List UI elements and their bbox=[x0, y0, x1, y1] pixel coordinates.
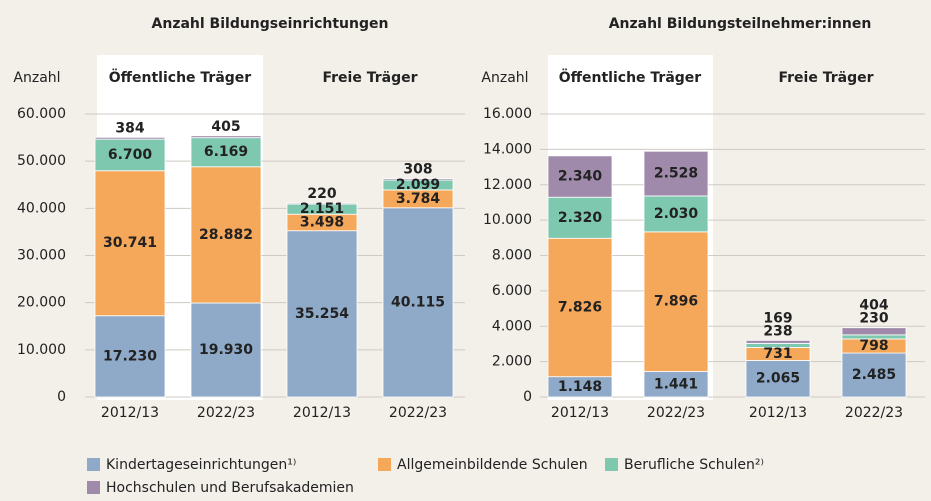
bar-segment bbox=[643, 371, 709, 398]
group-label: Öffentliche Träger bbox=[559, 68, 702, 86]
bar-segment bbox=[643, 150, 709, 197]
y-tick-label: 0 bbox=[57, 389, 66, 405]
value-label: 6.700 bbox=[108, 147, 153, 163]
x-tick-label: 2012/13 bbox=[551, 405, 609, 421]
value-label: 731 bbox=[763, 346, 792, 362]
x-tick-label: 2022/23 bbox=[389, 405, 447, 421]
bar-segment bbox=[190, 166, 262, 304]
group-label: Freie Träger bbox=[322, 70, 417, 86]
value-label: 30.741 bbox=[103, 235, 157, 251]
value-label: 3.784 bbox=[396, 191, 441, 207]
value-label: 2.320 bbox=[558, 210, 603, 226]
y-tick-label: 20.000 bbox=[17, 295, 66, 311]
legend-swatch bbox=[605, 458, 618, 471]
x-tick-label: 2022/23 bbox=[197, 405, 255, 421]
y-tick-label: 0 bbox=[523, 389, 532, 405]
legend-swatch bbox=[87, 481, 100, 494]
y-tick-label: 4.000 bbox=[492, 318, 532, 334]
bar-segment bbox=[547, 155, 613, 198]
value-label: 2.065 bbox=[756, 371, 800, 387]
bar-segment bbox=[382, 178, 454, 181]
group-label: Freie Träger bbox=[778, 70, 873, 86]
legend-swatch bbox=[378, 458, 391, 471]
value-label: 28.882 bbox=[199, 227, 253, 243]
bar-segment bbox=[547, 237, 613, 378]
value-label: 169 bbox=[763, 310, 792, 326]
y-tick-label: 2.000 bbox=[492, 354, 532, 370]
value-label: 230 bbox=[859, 311, 888, 327]
bar-segment bbox=[643, 195, 709, 233]
value-label: 404 bbox=[859, 298, 888, 314]
value-label: 17.230 bbox=[103, 348, 157, 364]
legend-swatch bbox=[87, 458, 100, 471]
value-label: 2.151 bbox=[300, 201, 344, 217]
y-tick-label: 14.000 bbox=[483, 141, 532, 157]
bar-segment bbox=[94, 136, 166, 140]
y-axis-label: Anzahl bbox=[481, 70, 528, 86]
value-label: 2.485 bbox=[852, 367, 896, 383]
group-label: Öffentliche Träger bbox=[109, 68, 252, 86]
bar-segment bbox=[745, 339, 811, 344]
value-label: 2.030 bbox=[654, 206, 699, 222]
bar-segment bbox=[643, 231, 709, 372]
value-label: 2.340 bbox=[558, 169, 603, 185]
y-axis-label: Anzahl bbox=[13, 70, 60, 86]
value-label: 405 bbox=[211, 119, 240, 135]
bar-segment bbox=[547, 196, 613, 239]
bar-segment bbox=[94, 138, 166, 172]
y-tick-label: 60.000 bbox=[17, 106, 66, 122]
bar-segment bbox=[841, 352, 907, 398]
value-label: 40.115 bbox=[391, 294, 445, 310]
value-label: 7.896 bbox=[654, 294, 698, 310]
y-tick-label: 40.000 bbox=[17, 200, 66, 216]
y-tick-label: 16.000 bbox=[483, 106, 532, 122]
value-label: 1.148 bbox=[558, 379, 602, 395]
y-tick-label: 10.000 bbox=[17, 342, 66, 358]
value-label: 19.930 bbox=[199, 342, 253, 358]
bar-segment bbox=[745, 360, 811, 398]
y-tick-label: 12.000 bbox=[483, 177, 532, 193]
x-tick-label: 2012/13 bbox=[101, 405, 159, 421]
bar-segment bbox=[94, 315, 166, 398]
x-tick-label: 2012/13 bbox=[293, 405, 351, 421]
value-label: 308 bbox=[403, 162, 432, 178]
y-tick-label: 6.000 bbox=[492, 283, 532, 299]
y-tick-label: 8.000 bbox=[492, 248, 532, 264]
y-tick-label: 10.000 bbox=[483, 212, 532, 228]
chart-title: Anzahl Bildungsteilnehmer:innen bbox=[609, 16, 872, 32]
value-label: 1.441 bbox=[654, 376, 698, 392]
legend-label: Allgemeinbildende Schulen bbox=[397, 457, 588, 473]
y-tick-label: 50.000 bbox=[17, 153, 66, 169]
bar-segment bbox=[190, 137, 262, 168]
bar-segment bbox=[286, 202, 358, 205]
value-label: 238 bbox=[763, 323, 792, 339]
legend-label: Berufliche Schulen²⁾ bbox=[624, 457, 764, 473]
x-tick-label: 2012/13 bbox=[749, 405, 807, 421]
legend-label: Kindertageseinrichtungen¹⁾ bbox=[106, 457, 296, 473]
value-label: 6.169 bbox=[204, 144, 248, 160]
x-tick-label: 2022/23 bbox=[845, 405, 903, 421]
bar-segment bbox=[94, 170, 166, 317]
bar-segment bbox=[841, 327, 907, 336]
bar-segment bbox=[190, 302, 262, 398]
value-label: 35.254 bbox=[295, 306, 349, 322]
bar-segment bbox=[190, 135, 262, 139]
bar-segment bbox=[382, 207, 454, 398]
value-label: 220 bbox=[307, 186, 336, 202]
chart-title: Anzahl Bildungseinrichtungen bbox=[152, 16, 389, 32]
value-label: 2.528 bbox=[654, 166, 698, 182]
legend-label: Hochschulen und Berufsakademien bbox=[106, 480, 354, 496]
value-label: 798 bbox=[859, 338, 888, 354]
value-label: 2.099 bbox=[396, 177, 440, 193]
value-label: 7.826 bbox=[558, 299, 602, 315]
value-label: 384 bbox=[115, 120, 144, 136]
value-label: 3.498 bbox=[300, 214, 344, 230]
y-tick-label: 30.000 bbox=[17, 248, 66, 264]
bar-segment bbox=[286, 230, 358, 398]
x-tick-label: 2022/23 bbox=[647, 405, 705, 421]
